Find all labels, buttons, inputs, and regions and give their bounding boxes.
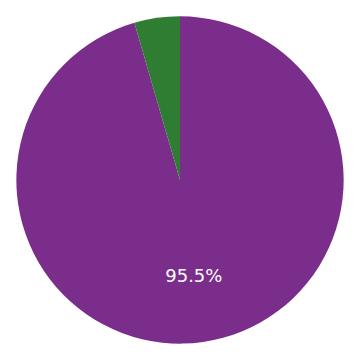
slices bbox=[16, 16, 343, 343]
data-label: 95.5% bbox=[165, 265, 222, 286]
pie-slice bbox=[134, 16, 180, 180]
pie-slice bbox=[16, 16, 343, 343]
pie: 95.5% bbox=[16, 16, 343, 343]
chart: 95.5% bbox=[0, 0, 360, 360]
data-labels: 95.5% bbox=[165, 265, 222, 286]
